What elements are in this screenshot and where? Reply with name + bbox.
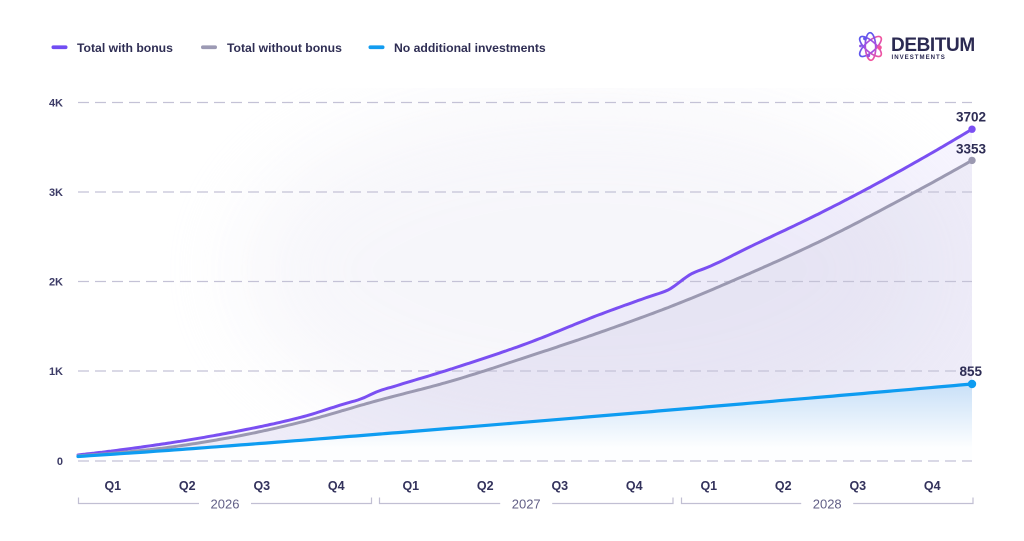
svg-text:Q2: Q2 bbox=[775, 479, 792, 493]
svg-text:3702: 3702 bbox=[956, 110, 986, 125]
svg-text:855: 855 bbox=[959, 364, 982, 379]
svg-text:Q1: Q1 bbox=[700, 479, 717, 493]
svg-text:3K: 3K bbox=[49, 187, 63, 199]
svg-text:Q4: Q4 bbox=[626, 479, 643, 493]
svg-text:Q4: Q4 bbox=[924, 479, 941, 493]
svg-text:DEBITUM: DEBITUM bbox=[891, 35, 975, 56]
svg-text:Total with bonus: Total with bonus bbox=[77, 41, 173, 55]
svg-text:Q3: Q3 bbox=[253, 479, 270, 493]
svg-text:Q2: Q2 bbox=[477, 479, 494, 493]
svg-text:Q1: Q1 bbox=[104, 479, 121, 493]
svg-text:Q2: Q2 bbox=[179, 479, 196, 493]
svg-text:2K: 2K bbox=[49, 277, 63, 289]
svg-text:2028: 2028 bbox=[813, 497, 842, 512]
svg-text:1K: 1K bbox=[49, 366, 63, 378]
svg-text:Total without bonus: Total without bonus bbox=[227, 41, 342, 55]
svg-text:Q3: Q3 bbox=[849, 479, 866, 493]
svg-text:Q3: Q3 bbox=[551, 479, 568, 493]
svg-text:2026: 2026 bbox=[211, 497, 240, 512]
svg-text:2027: 2027 bbox=[512, 497, 541, 512]
svg-text:3353: 3353 bbox=[956, 142, 987, 157]
svg-text:4K: 4K bbox=[49, 98, 63, 110]
svg-text:0: 0 bbox=[57, 456, 63, 468]
svg-text:No additional investments: No additional investments bbox=[394, 41, 546, 55]
svg-text:Q1: Q1 bbox=[402, 479, 419, 493]
svg-text:Q4: Q4 bbox=[328, 479, 345, 493]
svg-text:INVESTMENTS: INVESTMENTS bbox=[892, 54, 946, 61]
